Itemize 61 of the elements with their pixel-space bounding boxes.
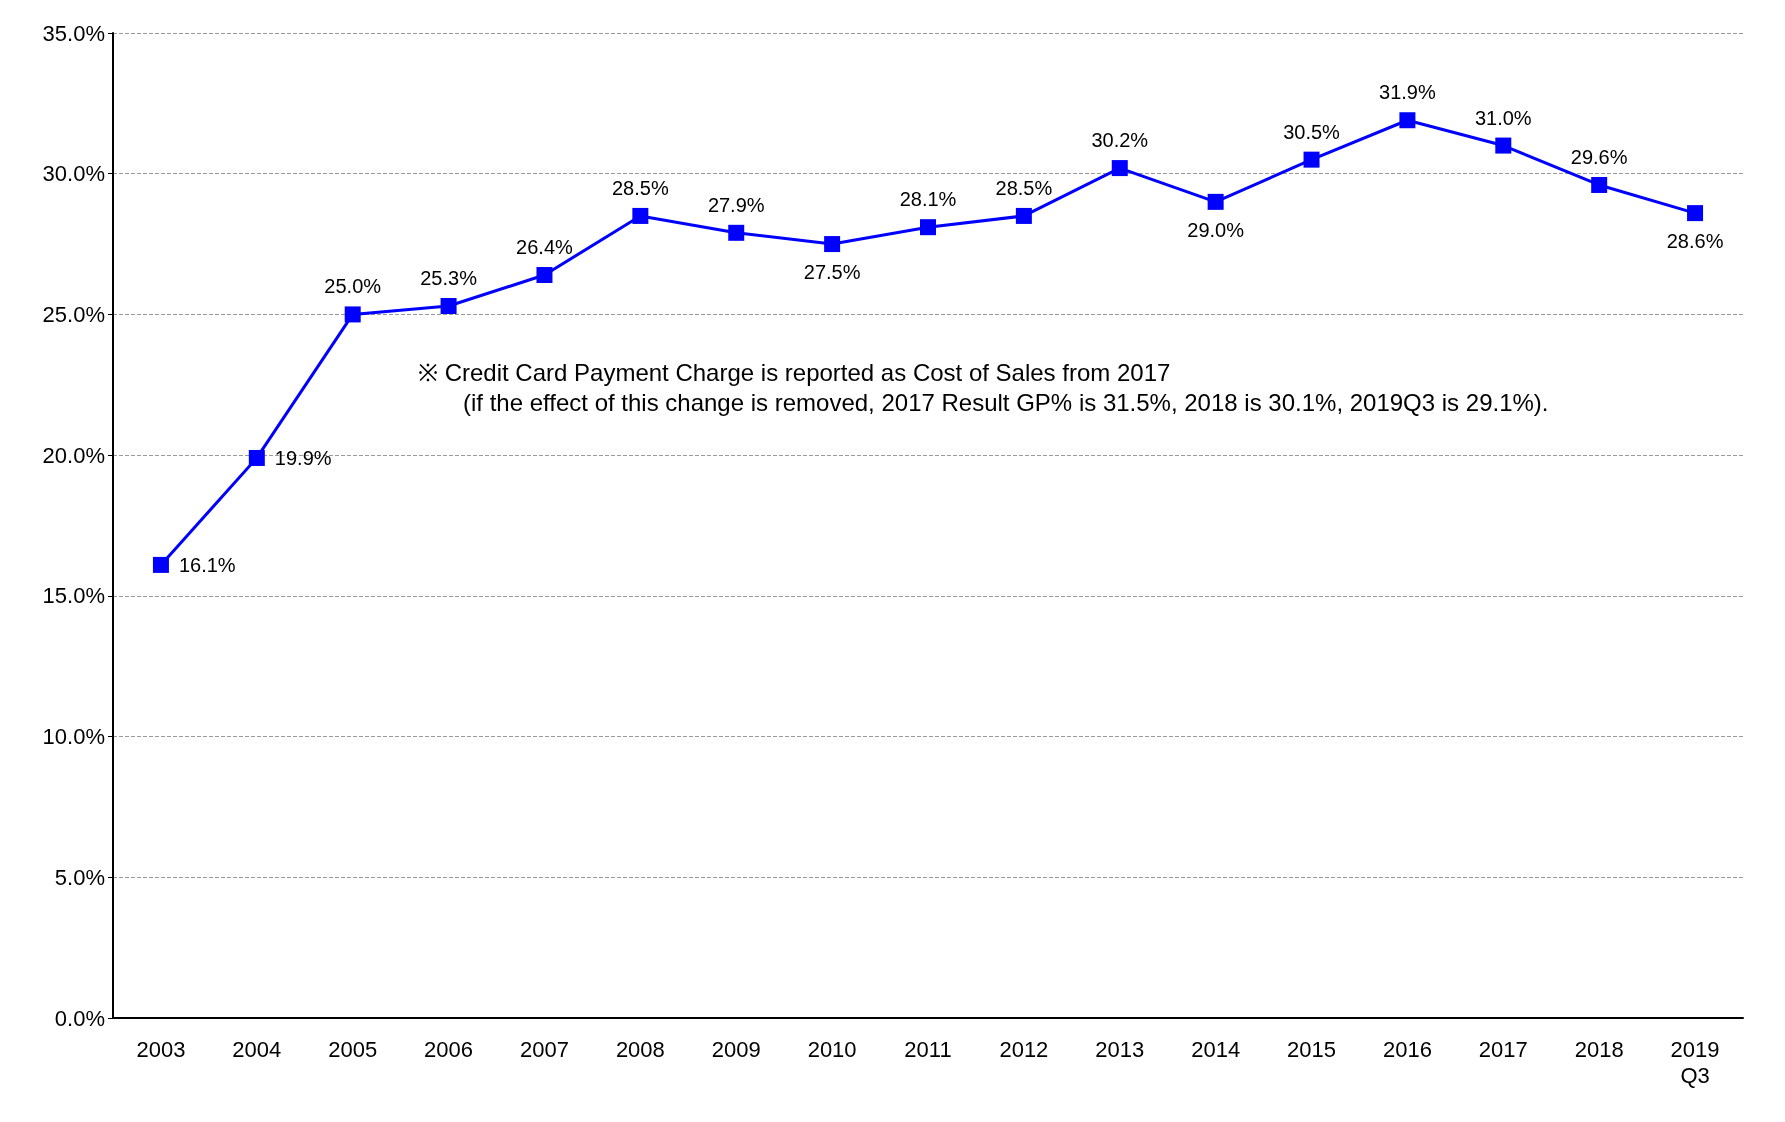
x-tick-label: 2019 Q3 xyxy=(1670,1036,1720,1088)
data-label: 29.0% xyxy=(1187,218,1245,241)
point xyxy=(1111,160,1128,177)
y-tick-label: 15.0% xyxy=(42,583,105,609)
point xyxy=(344,306,361,323)
x-tick-label: 2013 xyxy=(1095,1036,1145,1062)
y-tick-label: 35.0% xyxy=(42,20,105,46)
x-tick-label: 2014 xyxy=(1191,1036,1241,1062)
point xyxy=(1591,176,1608,193)
data-label: 31.9% xyxy=(1379,81,1436,104)
point xyxy=(824,236,841,253)
data-label: 25.0% xyxy=(324,275,382,298)
x-tick-label: 2010 xyxy=(807,1036,857,1062)
point xyxy=(536,267,553,284)
x-tick-label: 2008 xyxy=(615,1036,665,1062)
point xyxy=(1303,151,1320,168)
point xyxy=(248,449,265,466)
point xyxy=(920,219,936,236)
data-label: 27.5% xyxy=(803,261,861,284)
data-label: 26.4% xyxy=(516,236,574,259)
x-tick-label: 2018 xyxy=(1574,1036,1624,1062)
data-label: 31.0% xyxy=(1474,106,1532,129)
data-label: 30.2% xyxy=(1091,129,1149,152)
x-tick-label: 2004 xyxy=(232,1036,282,1062)
x-tick-label: 2006 xyxy=(424,1036,474,1062)
point xyxy=(1015,207,1032,224)
annotation: (if the effect of this change is removed, 2017 Result GP% is 31.5%, 2018 is 30.1%, 2019Q3 is 29.1%). xyxy=(463,388,1549,416)
annotation: ※ Credit Card Payment Charge is reported as Cost of Sales from 2017 xyxy=(418,358,1171,386)
data-label: 30.5% xyxy=(1283,120,1341,143)
point xyxy=(440,297,457,314)
data-label: 29.6% xyxy=(1570,145,1628,168)
point xyxy=(728,224,745,241)
data-label: 28.1% xyxy=(899,188,957,211)
x-tick-label: 2007 xyxy=(519,1036,569,1062)
x-tick-label: 2015 xyxy=(1287,1036,1337,1062)
point xyxy=(1207,193,1224,210)
x-tick-label: 2016 xyxy=(1382,1036,1432,1062)
y-tick-label: 30.0% xyxy=(42,161,105,187)
x-tick-label: 2005 xyxy=(328,1036,378,1062)
x-tick-label: 2012 xyxy=(999,1036,1049,1062)
data-label: 28.6% xyxy=(1666,230,1724,253)
point xyxy=(1687,205,1704,222)
y-tick-label: 25.0% xyxy=(42,301,105,327)
y-tick-label: 0.0% xyxy=(54,1005,105,1031)
data-label: 25.3% xyxy=(420,266,478,289)
point xyxy=(152,556,169,573)
point xyxy=(632,207,649,224)
data-label: 28.5% xyxy=(995,176,1053,199)
x-tick-label: 2003 xyxy=(136,1036,186,1062)
point xyxy=(1399,112,1416,129)
x-tick-label: 2017 xyxy=(1478,1036,1528,1062)
data-label: 19.9% xyxy=(274,446,332,469)
data-label: 28.5% xyxy=(611,176,669,199)
data-label: 16.1% xyxy=(178,553,236,576)
data-label: 27.9% xyxy=(707,193,765,216)
y-tick-label: 20.0% xyxy=(42,442,105,468)
point xyxy=(1495,137,1512,154)
x-tick-label: 2009 xyxy=(711,1036,761,1062)
x-tick-label: 2011 xyxy=(904,1036,952,1062)
y-tick-label: 5.0% xyxy=(54,864,105,890)
y-tick-label: 10.0% xyxy=(42,724,105,750)
